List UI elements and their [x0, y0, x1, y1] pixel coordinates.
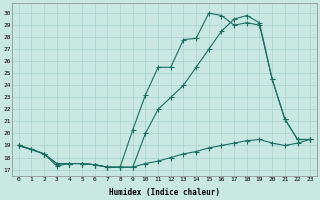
- X-axis label: Humidex (Indice chaleur): Humidex (Indice chaleur): [109, 188, 220, 197]
